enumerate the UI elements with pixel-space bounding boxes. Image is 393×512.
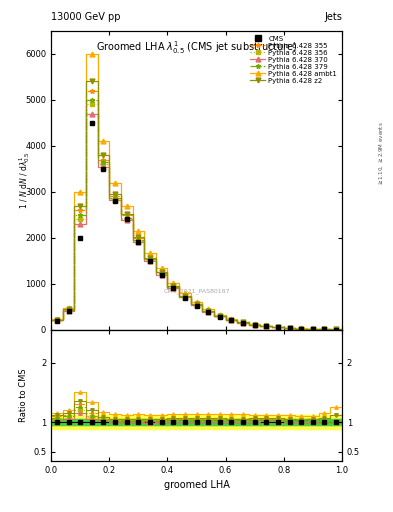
- Text: $\geq$1.10, $\geq$2.9M events: $\geq$1.10, $\geq$2.9M events: [377, 121, 385, 186]
- Text: 13000 GeV pp: 13000 GeV pp: [51, 11, 121, 22]
- Text: Jets: Jets: [324, 11, 342, 22]
- Y-axis label: Ratio to CMS: Ratio to CMS: [18, 369, 28, 422]
- Text: 1 / $\mathit{N}$ d$\mathit{N}$ / d$\lambda^1_{0.5}$: 1 / $\mathit{N}$ d$\mathit{N}$ / d$\lamb…: [17, 152, 32, 209]
- Text: CMS_2021_PAS80187: CMS_2021_PAS80187: [163, 288, 230, 294]
- Text: Groomed LHA $\lambda^1_{0.5}$ (CMS jet substructure): Groomed LHA $\lambda^1_{0.5}$ (CMS jet s…: [96, 40, 297, 56]
- Legend: CMS, Pythia 6.428 355, Pythia 6.428 356, Pythia 6.428 370, Pythia 6.428 379, Pyt: CMS, Pythia 6.428 355, Pythia 6.428 356,…: [249, 34, 338, 85]
- X-axis label: groomed LHA: groomed LHA: [163, 480, 230, 490]
